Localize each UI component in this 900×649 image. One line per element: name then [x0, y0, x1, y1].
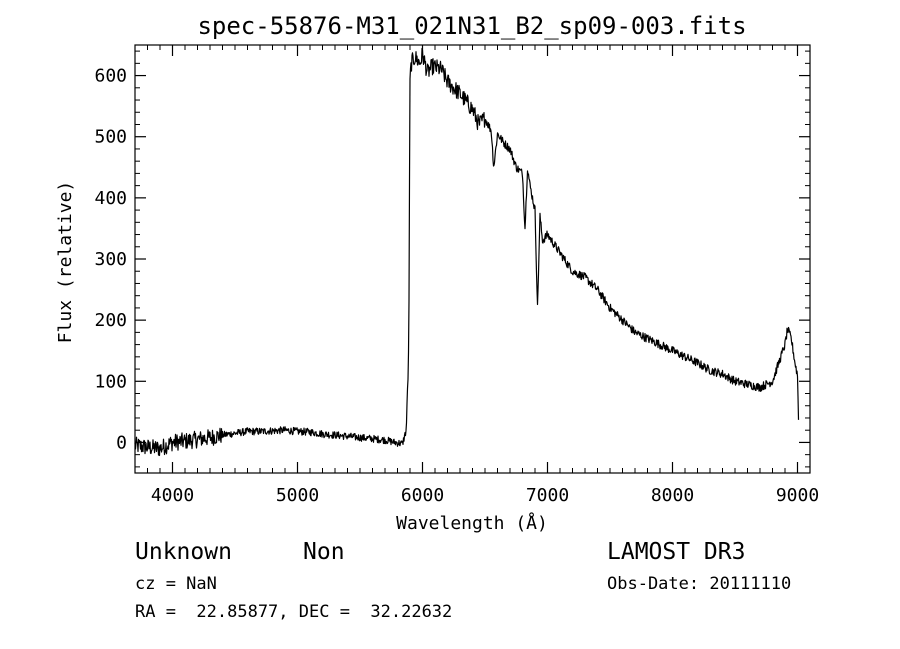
x-tick-label: 7000 — [526, 485, 569, 506]
cz-value: cz = NaN — [135, 574, 217, 594]
x-tick-label: 6000 — [401, 485, 444, 506]
x-major-ticks — [171, 45, 799, 473]
x-axis-label: Wavelength (Å) — [396, 512, 548, 534]
coordinates: RA = 22.85877, DEC = 32.22632 — [135, 602, 453, 622]
x-tick-label: 5000 — [276, 485, 319, 506]
y-major-ticks — [135, 74, 810, 444]
chart-title: spec-55876-M31_021N31_B2_sp09-003.fits — [197, 12, 746, 40]
object-class: Unknown — [135, 539, 232, 565]
x-tick-label: 9000 — [776, 485, 819, 506]
x-minor-ticks — [134, 45, 811, 473]
y-tick-label: 100 — [94, 371, 127, 392]
y-tick-label: 600 — [94, 66, 127, 87]
object-subclass: Non — [303, 539, 345, 565]
x-tick-label: 8000 — [651, 485, 694, 506]
y-tick-labels: 0 100 200 300 400 500 600 — [94, 66, 127, 454]
x-tick-label: 4000 — [151, 485, 194, 506]
spectrum-line — [134, 47, 800, 457]
y-tick-label: 400 — [94, 188, 127, 209]
x-tick-labels: 4000 5000 6000 7000 8000 9000 — [151, 485, 819, 506]
survey-label: LAMOST DR3 — [607, 539, 746, 565]
y-tick-label: 300 — [94, 249, 127, 270]
y-tick-label: 0 — [116, 432, 127, 453]
obs-date: Obs-Date: 20111110 — [607, 574, 792, 594]
y-axis-label: Flux (relative) — [55, 181, 76, 344]
y-tick-label: 200 — [94, 310, 127, 331]
y-tick-label: 500 — [94, 127, 127, 148]
y-minor-ticks — [135, 50, 810, 468]
